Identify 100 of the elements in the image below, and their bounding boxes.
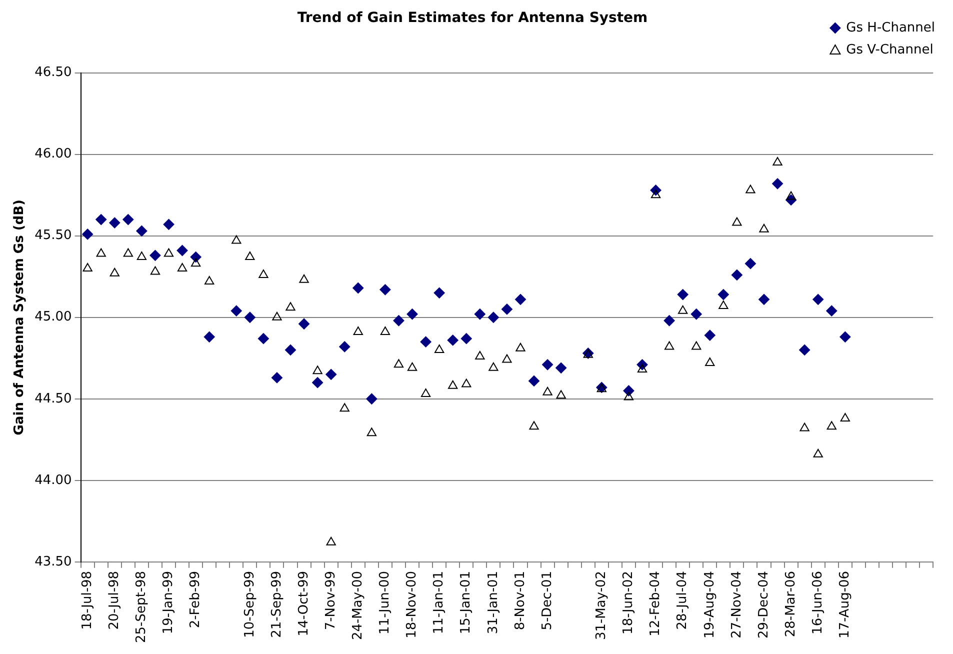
point: [312, 366, 322, 374]
point: [759, 224, 769, 232]
point: [339, 341, 350, 352]
point: [82, 262, 92, 272]
point: [772, 178, 784, 190]
point: [800, 422, 810, 432]
point: [272, 312, 282, 320]
point: [704, 330, 716, 341]
point: [786, 191, 796, 200]
x-tick-label: 5-Dec-01: [540, 570, 555, 630]
legend-label: Gs V-Channel: [846, 42, 934, 58]
point: [488, 312, 499, 323]
x-tick-label: 10-Sep-99: [242, 570, 258, 638]
point: [678, 305, 688, 314]
point: [232, 235, 242, 244]
y-tick-label: 45.00: [34, 310, 72, 325]
point: [650, 190, 661, 198]
x-tick-label: 8-Nov-01: [512, 570, 528, 630]
point: [298, 318, 310, 330]
point: [258, 333, 269, 344]
x-tick-label: 11-Jun-00: [378, 570, 393, 634]
point: [623, 385, 634, 396]
point: [190, 258, 201, 267]
point: [813, 448, 823, 458]
point: [799, 344, 810, 356]
x-tick-label: 31-Jan-01: [486, 570, 501, 634]
point: [664, 341, 674, 350]
point: [488, 362, 498, 371]
point: [447, 334, 458, 346]
y-tick-label: 46.00: [34, 146, 72, 162]
point: [732, 217, 742, 226]
point: [230, 305, 242, 316]
point: [420, 388, 431, 397]
x-tick-label: 29-Dec-04: [756, 570, 772, 639]
x-tick-label: 25-Sept-98: [134, 570, 150, 644]
point: [840, 331, 851, 342]
point: [366, 428, 377, 436]
point: [176, 245, 188, 256]
point: [474, 308, 486, 320]
x-tick-label: 18-Jul-98: [80, 570, 95, 630]
y-tick-label: 44.00: [34, 472, 72, 488]
point: [434, 344, 444, 353]
x-tick-label: 28-Mar-06: [783, 570, 798, 638]
x-tick-label: 21-Sep-99: [269, 570, 284, 638]
point: [542, 359, 554, 370]
x-tick-label: 19-Aug-04: [702, 570, 718, 639]
point: [840, 412, 850, 422]
x-tick-label: 20-Jul-98: [107, 570, 122, 630]
point: [82, 228, 94, 240]
point: [353, 326, 363, 336]
point: [150, 266, 160, 275]
x-tick-label: 12-Feb-04: [648, 570, 664, 636]
point: [624, 392, 634, 400]
point: [110, 268, 120, 276]
point: [516, 342, 526, 352]
x-tick-label: 24-May-00: [350, 570, 366, 640]
point: [434, 287, 445, 298]
point: [164, 248, 174, 257]
point: [542, 386, 552, 396]
point: [462, 378, 472, 388]
point: [286, 302, 296, 311]
point: [758, 294, 770, 305]
point: [731, 269, 742, 280]
point: [177, 262, 188, 272]
point: [501, 304, 512, 315]
point: [204, 331, 215, 342]
point: [326, 368, 337, 380]
point: [393, 315, 404, 326]
point: [163, 218, 174, 230]
point: [514, 294, 526, 305]
point: [692, 341, 702, 350]
point: [258, 269, 268, 278]
point: [637, 364, 648, 373]
point: [772, 156, 782, 166]
point: [109, 217, 120, 228]
point: [407, 362, 418, 371]
point: [380, 284, 391, 296]
point: [96, 214, 107, 226]
point: [285, 344, 296, 356]
point: [460, 333, 472, 344]
x-tick-label: 14-Oct-99: [296, 570, 312, 636]
point: [136, 225, 148, 236]
point: [448, 380, 458, 389]
x-tick-label: 19-Jan-99: [161, 570, 176, 634]
y-tick-label: 46.50: [34, 65, 72, 80]
point: [556, 390, 566, 399]
chart-title: Trend of Gain Estimates for Antenna System: [297, 10, 648, 26]
point: [502, 354, 512, 363]
point: [529, 421, 539, 430]
point: [705, 358, 715, 366]
point: [718, 300, 728, 309]
point: [380, 326, 390, 336]
x-tick-label: 18-Jun-02: [621, 570, 636, 634]
legend-label: Gs H-Channel: [846, 20, 936, 36]
point: [244, 312, 256, 323]
point: [150, 250, 161, 261]
x-tick-label: 15-Jan-01: [458, 570, 474, 634]
x-tick-label: 18-Nov-00: [404, 570, 420, 638]
point: [826, 421, 836, 430]
x-tick-label: 28-Jul-04: [675, 570, 690, 630]
